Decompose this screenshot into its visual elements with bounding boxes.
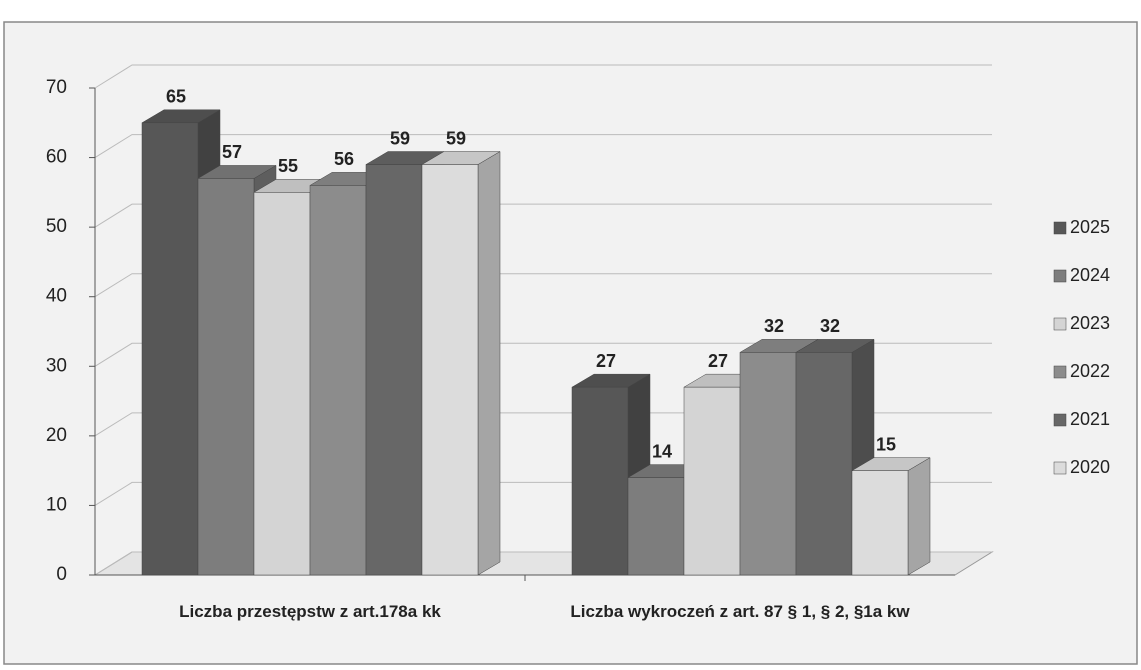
y-tick-label: 40 [46,286,67,307]
y-tick-label: 30 [46,355,67,376]
bar [309,185,367,576]
legend-label: 2020 [1070,457,1110,477]
bar [197,178,255,576]
y-tick-label: 20 [46,425,67,446]
grid-line [94,64,992,89]
legend-label: 2023 [1070,313,1110,333]
bar [253,192,311,576]
data-label: 59 [390,128,410,148]
data-label: 57 [222,142,242,162]
data-label: 65 [166,87,186,107]
legend-swatch [1053,461,1067,475]
grid-line [94,273,992,298]
bar [141,122,199,576]
legend-swatch [1053,317,1067,331]
data-label: 56 [334,149,354,169]
legend-swatch [1053,365,1067,379]
x-tick-label: Liczba przestępstw z art.178a kk [179,602,441,621]
bar-side [477,151,501,576]
bar [795,352,853,576]
y-tick-label: 70 [46,77,67,98]
grid-line [94,342,992,367]
bar [365,164,423,576]
legend-label: 2022 [1070,361,1110,381]
bar [739,352,797,576]
bar [421,164,479,576]
bar-side [907,457,931,576]
grid-line [94,134,992,158]
data-label: 32 [820,316,840,336]
y-tick-label: 50 [46,216,67,237]
legend-swatch [1053,413,1067,427]
data-label: 14 [652,441,672,461]
legend-swatch [1053,221,1067,235]
data-label: 27 [596,351,616,371]
bar [571,386,629,576]
legend-swatch [1053,269,1067,283]
legend-label: 2021 [1070,409,1110,429]
data-label: 55 [278,156,298,176]
data-label: 27 [708,351,728,371]
y-tick-label: 10 [46,494,67,515]
bar [627,477,685,576]
legend-label: 2025 [1070,217,1110,237]
x-tick-label: Liczba wykroczeń z art. 87 § 1, § 2, §1a… [570,602,910,621]
grid-line [94,203,992,228]
legend-label: 2024 [1070,265,1110,285]
data-label: 59 [446,128,466,148]
data-label: 32 [764,316,784,336]
bar [851,470,909,576]
y-tick-label: 0 [56,564,67,585]
y-tick-label: 60 [46,147,67,168]
data-label: 15 [876,434,896,454]
bar [683,386,741,576]
